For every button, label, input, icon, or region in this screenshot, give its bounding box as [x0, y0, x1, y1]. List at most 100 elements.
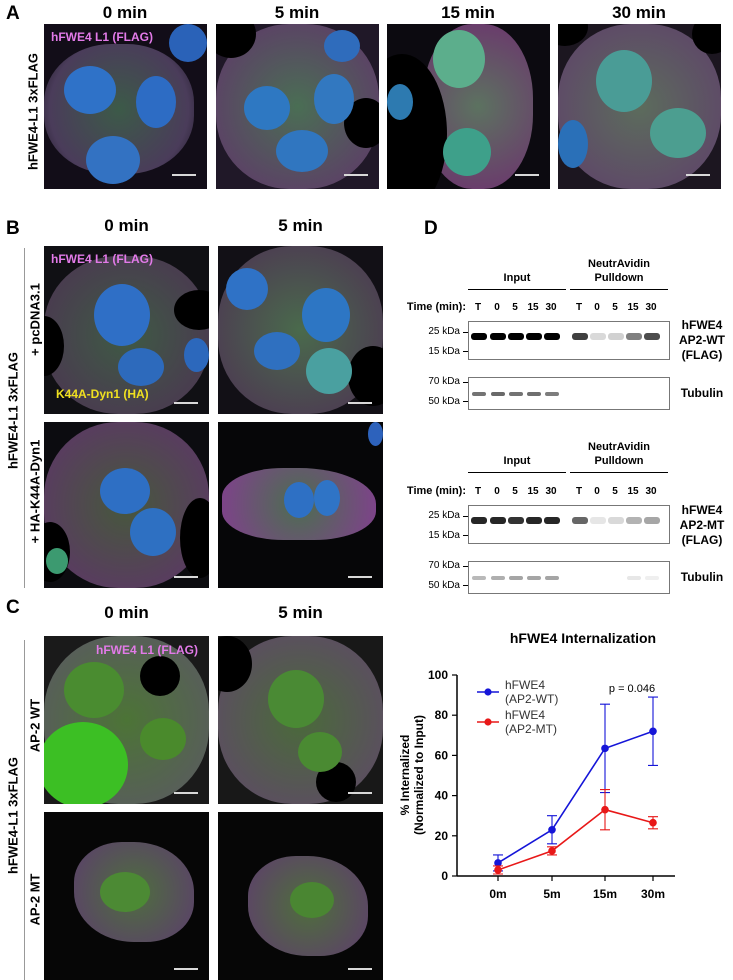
micrograph-a-30min	[558, 24, 721, 189]
panel-b-divider	[24, 248, 25, 588]
panel-d-letter: D	[424, 218, 438, 239]
legend-mt-line2: (AP2-MT)	[505, 722, 557, 736]
blot2-pulldown-underline	[570, 472, 668, 473]
blot1-input-header: Input	[503, 272, 531, 284]
chart-data-point	[601, 805, 609, 814]
blot1-lane-label: 15	[627, 302, 639, 313]
panel-a-time-1: 5 min	[274, 3, 320, 22]
panel-b-time-0: 0 min	[104, 216, 149, 235]
blot2-mw-50: 50 kDa	[428, 580, 460, 591]
blot1-lane-label: 5	[512, 302, 518, 313]
blot1-tubulin-band	[472, 392, 486, 396]
blot1-time-label: Time (min):	[406, 301, 466, 313]
chart-series-1	[493, 789, 658, 875]
micrograph-a-5min	[216, 24, 379, 189]
blot2-tubulin-band	[527, 576, 541, 580]
blot1-mw-70: 70 kDa	[428, 376, 460, 387]
chart-xtick-label: 5m	[543, 887, 560, 901]
blot2-tubulin-band	[509, 576, 523, 580]
blot1-flag-band	[508, 333, 524, 340]
blot1-flag-band	[544, 333, 560, 340]
blot1-flag-band	[644, 333, 660, 340]
panel-c-time-1: 5 min	[278, 603, 323, 622]
blot1-flag-band	[608, 333, 624, 340]
blot2-pulldown-header-1: NeutrAvidin	[588, 441, 650, 453]
blot1-pulldown-underline	[570, 289, 668, 290]
panel-a-time-2: 15 min	[441, 3, 495, 22]
panel-b-letter: B	[6, 218, 20, 239]
blot2-flag-membrane	[468, 505, 670, 544]
chart-title: hFWE4 Internalization	[510, 630, 656, 646]
blot2-lane-label: 0	[594, 486, 600, 497]
chart-xtick-label: 15m	[593, 887, 617, 901]
legend-mt-line1: hFWE4	[505, 708, 545, 722]
micrograph-c-mt-0min	[44, 812, 209, 980]
blot2-flag-band	[626, 517, 642, 524]
blot2-mw-70: 70 kDa	[428, 560, 460, 571]
blot2-input-header: Input	[503, 455, 531, 467]
micrograph-b-pcdna-0min: hFWE4 L1 (FLAG) K44A-Dyn1 (HA)	[44, 246, 209, 414]
micrograph-c-mt-5min	[218, 812, 383, 980]
chart-data-point	[548, 847, 556, 855]
blot2-flag-band	[508, 517, 524, 524]
blot2-flag-band	[644, 517, 660, 524]
blot2-tubulin-band	[627, 576, 641, 580]
chart-series-line	[497, 730, 654, 864]
chart-xtick-label: 30m	[641, 887, 665, 901]
blot1-lane-label: 15	[527, 302, 539, 313]
panel-b-row-1-label: + pcDNA3.1	[27, 283, 43, 356]
panel-a-overlay-label: hFWE4 L1 (FLAG)	[51, 30, 153, 44]
blot2-label-3: (FLAG)	[681, 533, 723, 547]
blot1-flag-band	[526, 333, 542, 340]
blot2-tubulin-band	[545, 576, 559, 580]
chart-ytick-label: 60	[435, 748, 449, 762]
blot1-lane-label: 5	[612, 302, 618, 313]
blot1-input-underline	[468, 289, 566, 290]
panel-a-letter: A	[6, 3, 20, 24]
blot2-flag-band	[572, 517, 588, 524]
blot2-lane-label: 5	[612, 486, 618, 497]
panel-c-row-label: hFWE4-L1 3xFLAG	[5, 757, 21, 875]
blot2-pulldown-header-2: Pulldown	[594, 455, 644, 467]
blot1-mw-25: 25 kDa	[428, 326, 460, 337]
blot1-label-1: hFWE4	[681, 318, 723, 332]
blot1-pulldown-header-1: NeutrAvidin	[588, 258, 650, 270]
blot2-lane-label: 0	[494, 486, 500, 497]
micrograph-b-k44a-0min	[44, 422, 209, 588]
blot2-flag-band	[471, 517, 487, 524]
blot2-lane-label: T	[575, 486, 583, 497]
panel-b-overlay-top: hFWE4 L1 (FLAG)	[51, 252, 153, 266]
chart-ytick-label: 0	[441, 869, 448, 883]
blot2-label-1: hFWE4	[681, 503, 723, 517]
chart-data-point	[548, 825, 556, 834]
blot2-tubulin-membrane	[468, 561, 670, 594]
blot1-flag-band	[471, 333, 487, 340]
micrograph-c-wt-0min: hFWE4 L1 (FLAG)	[44, 636, 209, 804]
blot2-time-label: Time (min):	[406, 485, 466, 497]
chart-data-point	[601, 744, 609, 753]
legend-wt-line1: hFWE4	[505, 678, 545, 692]
blot2-mw-25: 25 kDa	[428, 510, 460, 521]
chart-ytick-label: 80	[435, 708, 449, 722]
blot2-flag-band	[490, 517, 506, 524]
blot2-mw-15: 15 kDa	[428, 530, 460, 541]
blot1-flag-band	[572, 333, 588, 340]
panel-b-overlay-bottom: K44A-Dyn1 (HA)	[56, 387, 149, 401]
micrograph-c-wt-5min	[218, 636, 383, 804]
blot2-flag-band	[526, 517, 542, 524]
blot1-tubulin-band	[545, 392, 559, 396]
chart-xtick-label: 0m	[489, 887, 506, 901]
blot1-label-2: AP2-WT	[679, 333, 725, 347]
legend-wt-line2: (AP2-WT)	[505, 692, 558, 706]
chart-annotation: p = 0.046	[609, 683, 655, 695]
panel-b-time-1: 5 min	[278, 216, 323, 235]
blot2-input-underline	[468, 472, 566, 473]
blot2-lane-label: 30	[645, 486, 657, 497]
micrograph-b-k44a-5min	[218, 422, 383, 588]
blot1-tubulin-band	[509, 392, 523, 396]
panel-b-row-label: hFWE4-L1 3xFLAG	[5, 352, 21, 470]
blot1-lane-label: 30	[545, 302, 557, 313]
internalization-chart: hFWE4 Internalization % Internalized (No…	[398, 630, 675, 901]
chart-ylabel-1: % Internalized	[398, 735, 412, 816]
chart-data-point	[649, 727, 657, 736]
